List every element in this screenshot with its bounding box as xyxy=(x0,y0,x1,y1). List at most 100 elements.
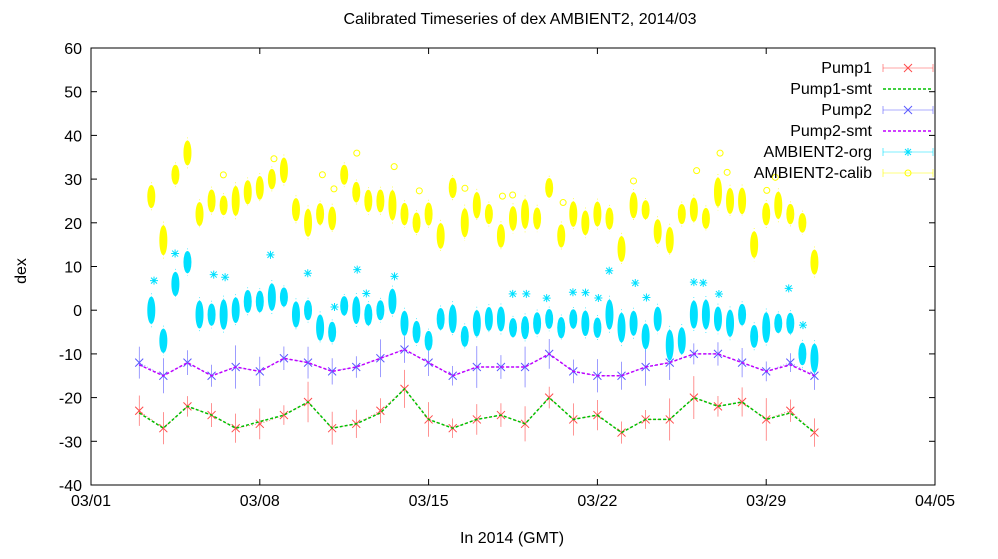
data-point xyxy=(545,308,554,329)
data-point xyxy=(303,358,313,367)
data-point xyxy=(207,303,216,326)
data-point xyxy=(785,358,795,367)
y-tick-label: 0 xyxy=(73,303,82,320)
data-point xyxy=(665,227,674,254)
data-point xyxy=(183,358,192,367)
data-point xyxy=(316,203,325,225)
x-tick-label: 03/08 xyxy=(240,493,280,510)
data-point xyxy=(641,200,650,220)
data-point xyxy=(279,353,289,363)
data-point xyxy=(798,212,807,233)
data-point xyxy=(219,195,228,216)
data-point xyxy=(689,197,698,222)
outlier-point xyxy=(390,163,398,171)
data-point xyxy=(484,204,493,225)
data-point xyxy=(412,212,421,234)
data-point xyxy=(328,206,337,231)
data-point xyxy=(617,312,626,343)
outlier-point xyxy=(219,171,227,179)
x-tick-label: 03/22 xyxy=(577,493,617,510)
data-point xyxy=(460,325,469,347)
data-point xyxy=(267,168,276,190)
data-point xyxy=(134,406,144,416)
data-point xyxy=(255,175,264,200)
data-point xyxy=(665,329,674,361)
data-point xyxy=(436,223,445,249)
data-point xyxy=(195,300,204,329)
data-point xyxy=(279,410,289,420)
outlier-point xyxy=(763,186,771,194)
data-point xyxy=(533,207,542,230)
axis-ticks: -40 -30 -20 -10 0 10 20 30 40 50 60 03/01 03/08 03/15… xyxy=(59,41,955,510)
outlier-point xyxy=(270,155,278,163)
series-ambient2-calib xyxy=(147,137,819,278)
data-point xyxy=(255,290,264,313)
data-point xyxy=(677,204,686,225)
data-point xyxy=(147,185,156,209)
data-point xyxy=(713,401,723,411)
data-point xyxy=(798,342,807,366)
series-pump2 xyxy=(134,336,819,394)
legend-label: Pump1 xyxy=(821,60,872,77)
outlier-point xyxy=(716,149,724,157)
data-point xyxy=(243,180,252,205)
y-tick-label: -40 xyxy=(59,478,82,495)
x-tick-label: 03/15 xyxy=(409,493,449,510)
data-point xyxy=(786,203,795,225)
data-point xyxy=(364,189,373,213)
data-point xyxy=(291,198,300,222)
outlier-point xyxy=(303,269,312,278)
data-point xyxy=(340,164,349,185)
outlier-point xyxy=(353,149,361,157)
data-point xyxy=(159,328,168,353)
data-point xyxy=(713,177,722,207)
data-point xyxy=(400,310,409,336)
data-point xyxy=(557,224,566,248)
data-point xyxy=(726,188,735,214)
x-tick-label: 03/01 xyxy=(71,493,111,510)
y-axis-label: dex xyxy=(13,258,30,284)
data-point xyxy=(171,164,180,185)
y-tick-label: -30 xyxy=(59,434,82,451)
data-point xyxy=(195,202,204,226)
legend-item: Pump1 xyxy=(821,60,934,77)
data-point xyxy=(424,330,433,351)
series-line xyxy=(138,387,815,434)
outlier-point xyxy=(498,192,506,200)
outlier-point xyxy=(631,279,640,288)
data-point xyxy=(316,314,325,341)
data-point xyxy=(593,317,602,338)
outlier-point xyxy=(630,177,638,185)
data-point xyxy=(231,186,240,216)
outlier-point xyxy=(522,289,531,298)
data-point xyxy=(460,208,469,238)
outlier-point xyxy=(559,199,567,207)
data-point xyxy=(605,207,614,230)
outlier-point xyxy=(798,321,807,330)
data-point xyxy=(629,310,638,336)
outlier-point xyxy=(542,294,551,303)
y-tick-label: 30 xyxy=(64,172,82,189)
data-point xyxy=(569,201,578,227)
data-point xyxy=(327,367,337,376)
data-point xyxy=(364,303,373,326)
data-point xyxy=(521,316,530,340)
outlier-point xyxy=(784,284,793,293)
data-point xyxy=(279,287,288,307)
legend-item: Pump2-smt xyxy=(790,123,933,140)
outlier-point xyxy=(581,288,590,297)
data-point xyxy=(496,306,505,332)
data-point xyxy=(147,296,156,324)
data-point xyxy=(279,157,288,184)
data-point xyxy=(545,178,554,198)
data-point xyxy=(810,249,819,275)
outlier-point xyxy=(318,171,326,179)
data-point xyxy=(509,206,517,231)
data-point xyxy=(231,297,240,324)
series-line xyxy=(138,348,815,377)
data-point xyxy=(689,300,698,329)
data-point xyxy=(641,323,650,350)
outlier-point xyxy=(699,278,708,287)
data-point xyxy=(738,303,747,326)
